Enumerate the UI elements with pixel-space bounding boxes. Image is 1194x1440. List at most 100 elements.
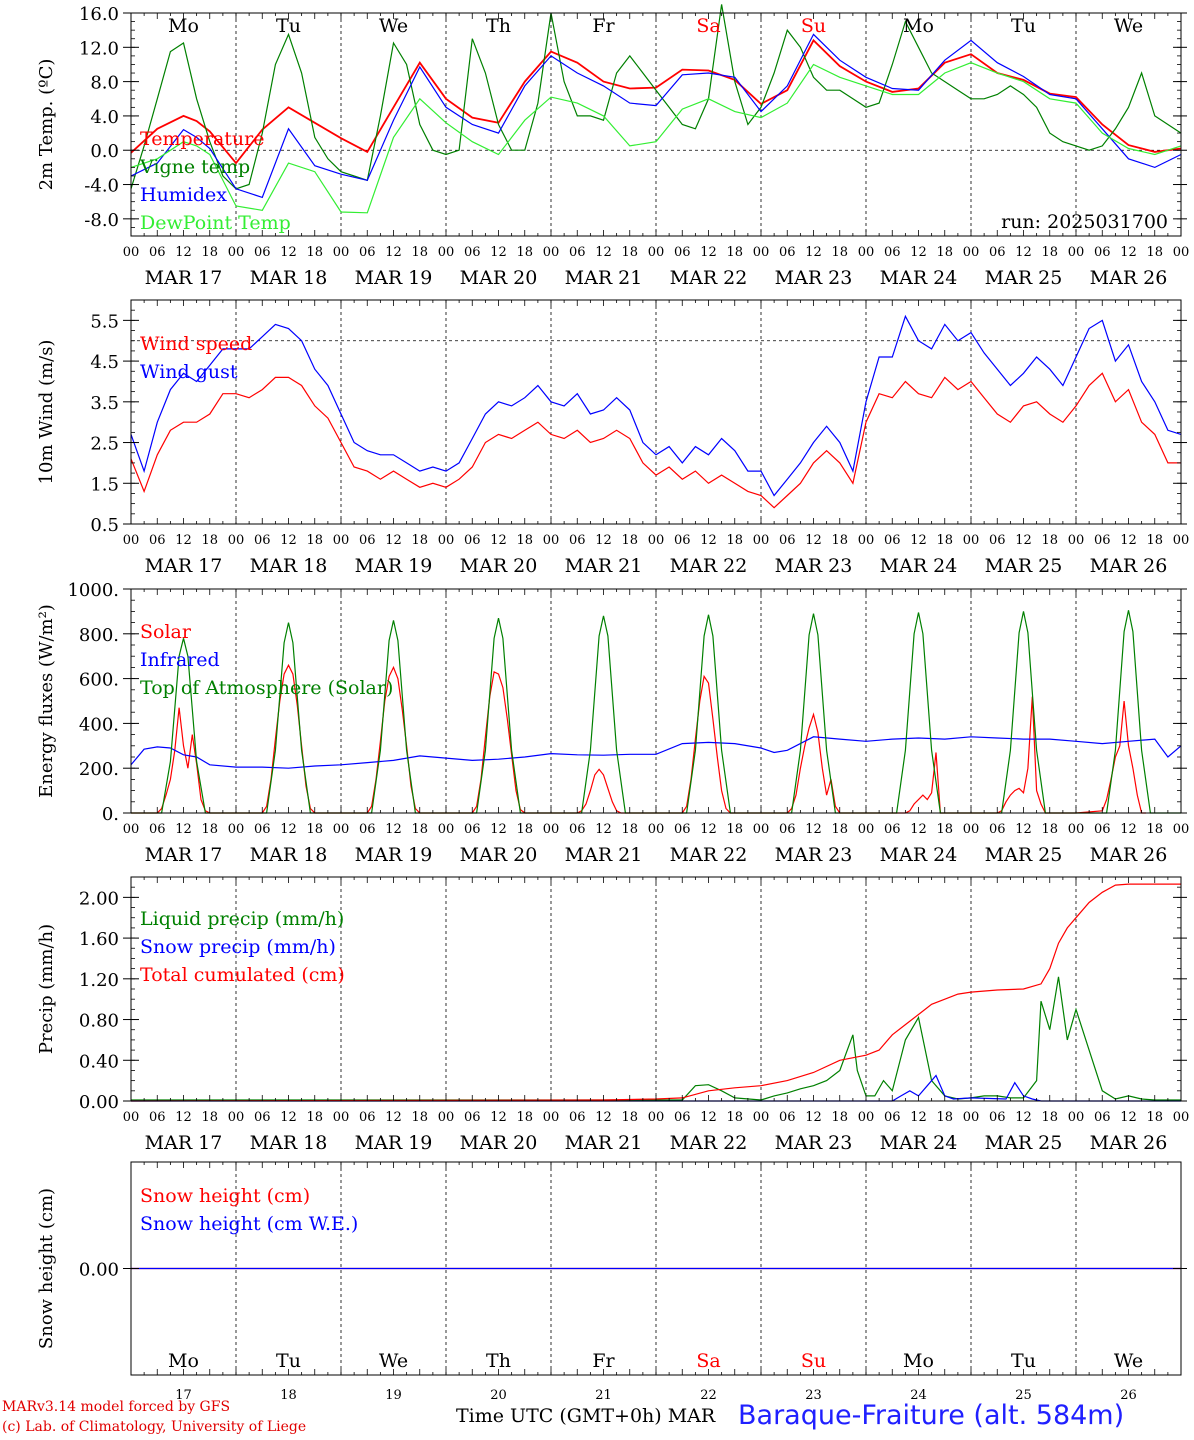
hour-tick-label: 06 bbox=[569, 822, 586, 837]
y-tick-label: 0.5 bbox=[90, 515, 119, 536]
hour-tick-label: 18 bbox=[1041, 1110, 1058, 1125]
legend-entry: Top of Atmosphere (Solar) bbox=[140, 677, 393, 699]
hour-tick-label: 00 bbox=[1173, 1110, 1190, 1125]
date-label: MAR 21 bbox=[565, 1132, 643, 1154]
panel-frame bbox=[130, 12, 1182, 237]
hour-tick-label: 00 bbox=[123, 1110, 140, 1125]
weekday-label: Sa bbox=[696, 1350, 720, 1372]
hour-tick-label: 06 bbox=[359, 533, 376, 548]
hour-tick-label: 18 bbox=[726, 1110, 743, 1125]
date-label: MAR 22 bbox=[670, 844, 748, 866]
hour-tick-label: 12 bbox=[175, 1110, 192, 1125]
hour-tick-label: 18 bbox=[726, 533, 743, 548]
hour-tick-label: 00 bbox=[753, 533, 770, 548]
day-number-label: 21 bbox=[595, 1388, 612, 1403]
hour-tick-label: 06 bbox=[884, 533, 901, 548]
hour-tick-label: 18 bbox=[726, 245, 743, 260]
hour-tick-label: 18 bbox=[936, 245, 953, 260]
hour-tick-label: 00 bbox=[753, 1110, 770, 1125]
hour-tick-label: 06 bbox=[359, 822, 376, 837]
hour-tick-label: 06 bbox=[779, 245, 796, 260]
weekday-label: Th bbox=[486, 1350, 511, 1372]
hour-tick-label: 00 bbox=[438, 822, 455, 837]
hour-tick-label: 06 bbox=[1094, 822, 1111, 837]
date-label: MAR 23 bbox=[775, 555, 853, 577]
hour-tick-label: 00 bbox=[858, 245, 875, 260]
legend: Wind speed Wind gust bbox=[140, 333, 252, 383]
hour-tick-label: 12 bbox=[1015, 822, 1032, 837]
hour-tick-label: 18 bbox=[201, 1110, 218, 1125]
hour-tick-label: 18 bbox=[201, 245, 218, 260]
x-ticks bbox=[130, 1162, 1182, 1375]
hour-tick-label: 18 bbox=[201, 533, 218, 548]
y-tick-label: 5.5 bbox=[90, 311, 119, 332]
series-wind-speed bbox=[130, 372, 1181, 509]
hour-tick-label: 06 bbox=[884, 822, 901, 837]
hour-tick-label: 12 bbox=[280, 533, 297, 548]
hour-tick-label: 12 bbox=[595, 822, 612, 837]
hour-tick-label: 18 bbox=[516, 245, 533, 260]
series-wind-gust bbox=[130, 314, 1182, 497]
hour-tick-label: 06 bbox=[674, 533, 691, 548]
y-axis-label: Snow height (cm) bbox=[36, 1188, 57, 1349]
hour-tick-label: 18 bbox=[1041, 533, 1058, 548]
hour-tick-label: 12 bbox=[280, 822, 297, 837]
hour-tick-label: 00 bbox=[648, 1110, 665, 1125]
hour-tick-label: 12 bbox=[385, 1110, 402, 1125]
time-axis-title: Time UTC (GMT+0h) MAR bbox=[456, 1405, 716, 1427]
legend-entry: DewPoint Temp bbox=[140, 212, 291, 234]
hour-tick-label: 18 bbox=[831, 245, 848, 260]
hour-tick-label: 18 bbox=[411, 533, 428, 548]
hour-tick-label: 12 bbox=[700, 822, 717, 837]
date-label: MAR 20 bbox=[460, 267, 538, 289]
date-label: MAR 21 bbox=[565, 555, 643, 577]
hour-tick-label: 12 bbox=[595, 1110, 612, 1125]
hour-tick-label: 00 bbox=[228, 245, 245, 260]
hour-tick-label: 00 bbox=[333, 245, 350, 260]
hour-tick-label: 18 bbox=[1146, 1110, 1163, 1125]
y-tick-label: 0.00 bbox=[79, 1092, 119, 1113]
hour-tick-label: 06 bbox=[884, 1110, 901, 1125]
hour-tick-label: 06 bbox=[989, 245, 1006, 260]
hour-tick-label: 06 bbox=[779, 1110, 796, 1125]
y-tick-label: 800. bbox=[79, 625, 119, 646]
date-label: MAR 21 bbox=[565, 267, 643, 289]
y-tick-label: -8.0 bbox=[84, 210, 119, 231]
hour-tick-label: 00 bbox=[543, 245, 560, 260]
date-label: MAR 24 bbox=[880, 555, 958, 577]
series-total-cumulated-cm bbox=[130, 883, 1181, 1102]
y-axis-label: Precip (mm/h) bbox=[36, 924, 57, 1054]
hour-tick-label: 00 bbox=[1068, 533, 1085, 548]
hour-tick-label: 00 bbox=[648, 533, 665, 548]
weekday-label: We bbox=[1114, 15, 1143, 37]
y-tick-label: 1.20 bbox=[79, 970, 119, 991]
hour-tick-label: 18 bbox=[1041, 822, 1058, 837]
y-axis-label: 2m Temp. (ºC) bbox=[36, 59, 57, 191]
weekday-label: Th bbox=[486, 15, 511, 37]
date-label: MAR 17 bbox=[145, 555, 223, 577]
date-label: MAR 18 bbox=[250, 555, 328, 577]
weekday-label: Tu bbox=[1011, 1350, 1036, 1372]
date-label: MAR 21 bbox=[565, 844, 643, 866]
hour-tick-label: 12 bbox=[175, 533, 192, 548]
hour-tick-label: 12 bbox=[1120, 822, 1137, 837]
hour-tick-label: 00 bbox=[1068, 245, 1085, 260]
hour-tick-label: 00 bbox=[1068, 1110, 1085, 1125]
hour-tick-label: 06 bbox=[254, 822, 271, 837]
y-tick-label: 0. bbox=[102, 804, 119, 825]
hour-tick-label: 00 bbox=[123, 533, 140, 548]
date-label: MAR 26 bbox=[1090, 267, 1168, 289]
hour-tick-label: 00 bbox=[228, 822, 245, 837]
weekday-label: We bbox=[1114, 1350, 1143, 1372]
hour-tick-label: 18 bbox=[411, 822, 428, 837]
hour-tick-label: 06 bbox=[464, 533, 481, 548]
station-name: Baraque-Fraiture (alt. 584m) bbox=[738, 1400, 1125, 1431]
hour-tick-label: 18 bbox=[621, 822, 638, 837]
date-label: MAR 23 bbox=[775, 844, 853, 866]
date-label: MAR 24 bbox=[880, 1132, 958, 1154]
hour-tick-label: 18 bbox=[936, 533, 953, 548]
legend-entry: Total cumulated (cm) bbox=[140, 964, 345, 986]
hour-tick-label: 18 bbox=[936, 1110, 953, 1125]
weekday-label: Tu bbox=[276, 1350, 301, 1372]
y-tick-label: 2.5 bbox=[90, 434, 119, 455]
